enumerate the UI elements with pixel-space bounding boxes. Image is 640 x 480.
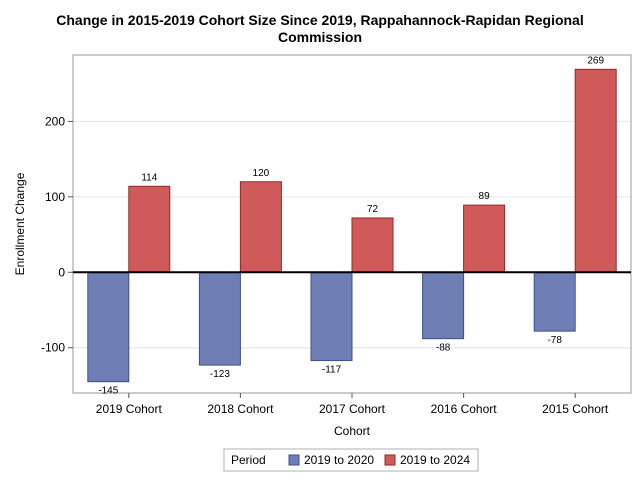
x-tick-label-2015-cohort: 2015 Cohort bbox=[542, 402, 609, 416]
x-tick-label-2018-cohort: 2018 Cohort bbox=[207, 402, 274, 416]
bar-2019-cohort-2019-to-2020 bbox=[87, 271, 130, 383]
y-axis: -100 0 100 200 bbox=[41, 114, 73, 355]
bar-2017-cohort-2019-to-2024 bbox=[351, 217, 394, 273]
x-axis-title: Cohort bbox=[334, 424, 371, 438]
y-tick-label-0: 0 bbox=[58, 265, 65, 279]
y-axis-title: Enrollment Change bbox=[13, 172, 27, 275]
data-label-2015-cohort-2019-to-2020: -78 bbox=[547, 335, 562, 346]
bar-2019-cohort-2019-to-2024 bbox=[128, 185, 171, 273]
legend-label-2019-to-2024: 2019 to 2024 bbox=[400, 453, 470, 467]
bar-2017-cohort-2019-to-2020 bbox=[310, 271, 353, 362]
bar-2015-cohort-2019-to-2024 bbox=[574, 68, 617, 273]
chart-title-line-1: Change in 2015-2019 Cohort Size Since 20… bbox=[56, 12, 583, 28]
bar-2018-cohort-2019-to-2024 bbox=[239, 181, 282, 273]
legend-swatch-2019-to-2020 bbox=[288, 454, 300, 466]
legend: Period 2019 to 2020 2019 to 2024 bbox=[223, 448, 479, 472]
y-tick-label-200: 200 bbox=[45, 114, 65, 128]
data-label-2015-cohort-2019-to-2024: 269 bbox=[587, 55, 604, 66]
y-tick-label-100: 100 bbox=[45, 190, 65, 204]
data-label-2018-cohort-2019-to-2020: -123 bbox=[210, 369, 230, 380]
x-tick-label-2017-cohort: 2017 Cohort bbox=[319, 402, 386, 416]
x-axis: 2019 Cohort 2018 Cohort 2017 Cohort 2016 Co… bbox=[96, 393, 609, 416]
data-label-2018-cohort-2019-to-2024: 120 bbox=[253, 168, 270, 179]
data-labels: -145 114 -123 120 -117 72 -88 89 -78 269 bbox=[98, 55, 604, 396]
chart-title-line-2: Commission bbox=[278, 29, 362, 45]
data-label-2016-cohort-2019-to-2020: -88 bbox=[436, 343, 451, 354]
data-label-2019-cohort-2019-to-2020: -145 bbox=[98, 386, 118, 397]
x-tick-label-2019-cohort: 2019 Cohort bbox=[96, 402, 163, 416]
x-tick-label-2016-cohort: 2016 Cohort bbox=[431, 402, 498, 416]
legend-title: Period bbox=[231, 453, 266, 467]
bar-2015-cohort-2019-to-2020 bbox=[533, 271, 576, 332]
bar-2016-cohort-2019-to-2024 bbox=[463, 204, 506, 273]
data-label-2017-cohort-2019-to-2020: -117 bbox=[322, 365, 342, 376]
legend-label-2019-to-2020: 2019 to 2020 bbox=[304, 453, 374, 467]
y-tick-label-100: -100 bbox=[41, 341, 65, 355]
data-label-2017-cohort-2019-to-2024: 72 bbox=[367, 204, 379, 215]
data-label-2019-cohort-2019-to-2024: 114 bbox=[141, 172, 157, 183]
bars bbox=[87, 68, 617, 383]
data-label-2016-cohort-2019-to-2024: 89 bbox=[479, 191, 491, 202]
bar-2016-cohort-2019-to-2020 bbox=[422, 271, 465, 340]
bar-2018-cohort-2019-to-2020 bbox=[198, 271, 241, 366]
legend-frame bbox=[223, 448, 479, 472]
legend-swatch-2019-to-2024 bbox=[384, 454, 396, 466]
